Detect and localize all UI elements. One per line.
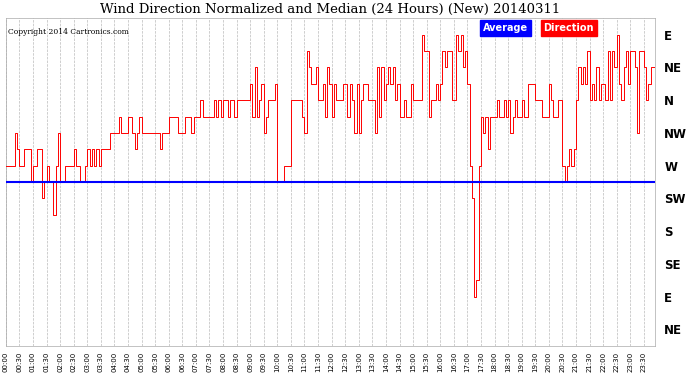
Text: Direction: Direction [544,23,594,33]
Text: Average: Average [483,23,529,33]
Title: Wind Direction Normalized and Median (24 Hours) (New) 20140311: Wind Direction Normalized and Median (24… [100,3,560,16]
Text: Copyright 2014 Cartronics.com: Copyright 2014 Cartronics.com [8,28,128,36]
